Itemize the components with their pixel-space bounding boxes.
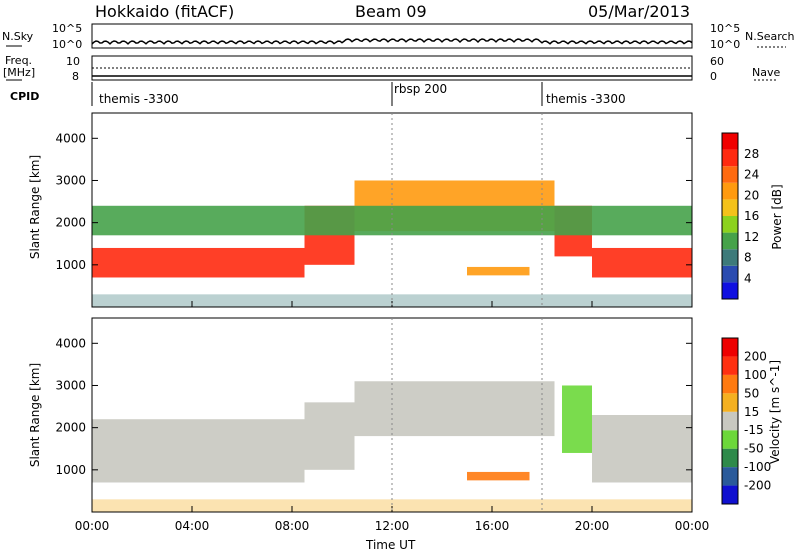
power-colorbar-tick-2: 24 (744, 168, 759, 182)
xtick-label-4: 16:00 (475, 519, 510, 533)
nsearch-label: N.Search (745, 30, 795, 43)
nave-label: Nave (752, 66, 781, 79)
freq-label: Freq. (5, 54, 33, 67)
velocity-band-3 (354, 381, 555, 437)
velocity-colorbar-tick-6: -50 (744, 442, 764, 456)
freq-tick-top: 10 (66, 55, 80, 68)
velocity-ytick-label-1000: 1000 (55, 463, 86, 477)
velocity-colorbar-cell-2 (722, 467, 738, 486)
cpid-segment-1: themis -3300 (99, 92, 179, 106)
velocity-colorbar-tick-4: 15 (744, 405, 759, 419)
power-colorbar-cell-1 (722, 282, 738, 299)
velocity-ytick-label-3000: 3000 (55, 378, 86, 392)
power-colorbar-cell-5 (722, 216, 738, 233)
velocity-band-1 (92, 419, 305, 483)
velocity-ytick-label-4000: 4000 (55, 336, 86, 350)
power-ytick-label-2000: 2000 (55, 216, 86, 230)
nsky-tick-bottom: 10^0 (52, 38, 83, 51)
velocity-colorbar-tick-7: -100 (744, 460, 771, 474)
velocity-colorbar-cell-1 (722, 485, 738, 504)
power-band-6 (92, 205, 692, 236)
nsky-trace (91, 38, 693, 45)
xtick-label-0: 00:00 (75, 519, 110, 533)
power-colorbar-tick-7: 4 (744, 271, 752, 285)
xtick-label-5: 20:00 (575, 519, 610, 533)
x-axis-label: Time UT (366, 538, 416, 552)
velocity-colorbar-tick-5: -15 (744, 423, 764, 437)
xtick-label-3: 12:00 (375, 519, 410, 533)
velocity-colorbar-cell-4 (722, 430, 738, 449)
power-ytick-label-3000: 3000 (55, 173, 86, 187)
nsky-strip (91, 23, 693, 49)
velocity-colorbar-cell-6 (722, 393, 738, 412)
velocity-colorbar-tick-1: 200 (744, 349, 767, 363)
nsky-tick-top: 10^5 (52, 22, 83, 35)
freq-unit: [MHz] (3, 66, 36, 79)
velocity-colorbar-cell-5 (722, 411, 738, 431)
xtick-label-2: 08:00 (275, 519, 310, 533)
power-band-5 (592, 247, 692, 278)
velocity-colorbar-tick-2: 100 (744, 368, 767, 382)
power-band-7 (467, 266, 530, 276)
velocity-colorbar-tick-8: -200 (744, 479, 771, 493)
beam-label: Beam 09 (355, 2, 427, 21)
power-band-1 (92, 247, 305, 278)
power-colorbar-tick-4: 16 (744, 209, 759, 223)
xtick-label-1: 04:00 (175, 519, 210, 533)
power-ytick-label-1000: 1000 (55, 258, 86, 272)
velocity-colorbar-cell-3 (722, 448, 738, 468)
power-colorbar-cell-4 (722, 232, 738, 250)
nsearch-tick-bottom: 10^0 (710, 38, 741, 51)
cpid-segment-3: themis -3300 (546, 92, 626, 106)
nave-tick-top: 60 (710, 55, 724, 68)
cpid-label: CPID (10, 90, 40, 103)
power-ytick-label-4000: 4000 (55, 131, 86, 145)
date-label: 05/Mar/2013 (588, 2, 691, 21)
station-title: Hokkaido (fitACF) (95, 2, 235, 21)
power-colorbar-cell-10 (722, 133, 738, 150)
velocity-ytick-label-2000: 2000 (55, 421, 86, 435)
power-colorbar-cell-3 (722, 249, 738, 266)
power-colorbar-tick-3: 20 (744, 188, 759, 202)
velocity-band-2 (304, 402, 355, 470)
freq-tick-bottom: 8 (72, 70, 79, 83)
power-colorbar-frame (721, 132, 739, 300)
nsearch-tick-top: 10^5 (710, 22, 741, 35)
power-colorbar-cell-8 (722, 166, 738, 183)
power-colorbar-tick-6: 8 (744, 251, 752, 265)
power-colorbar-cell-6 (722, 199, 738, 216)
power-colorbar-tick-5: 12 (744, 230, 759, 244)
velocity-colorbar-cell-8 (722, 356, 738, 375)
nsky-label: N.Sky (2, 30, 34, 43)
velocity-band-5 (562, 385, 592, 453)
velocity-colorbar-cell-7 (722, 374, 738, 394)
power-colorbar-cell-7 (722, 182, 738, 200)
cpid-segment-2: rbsp 200 (394, 82, 448, 96)
velocity-colorbar-frame (721, 337, 739, 505)
velocity-band-6 (467, 471, 530, 481)
power-colorbar-tick-1: 28 (744, 147, 759, 161)
velocity-colorbar-cell-9 (722, 338, 738, 357)
power-colorbar-cell-2 (722, 265, 738, 283)
nave-tick-bottom: 0 (710, 70, 717, 83)
power-colorbar-cell-9 (722, 149, 738, 167)
velocity-band-4 (592, 415, 692, 483)
xtick-label-6: 00:00 (675, 519, 710, 533)
velocity-colorbar-tick-3: 50 (744, 386, 759, 400)
